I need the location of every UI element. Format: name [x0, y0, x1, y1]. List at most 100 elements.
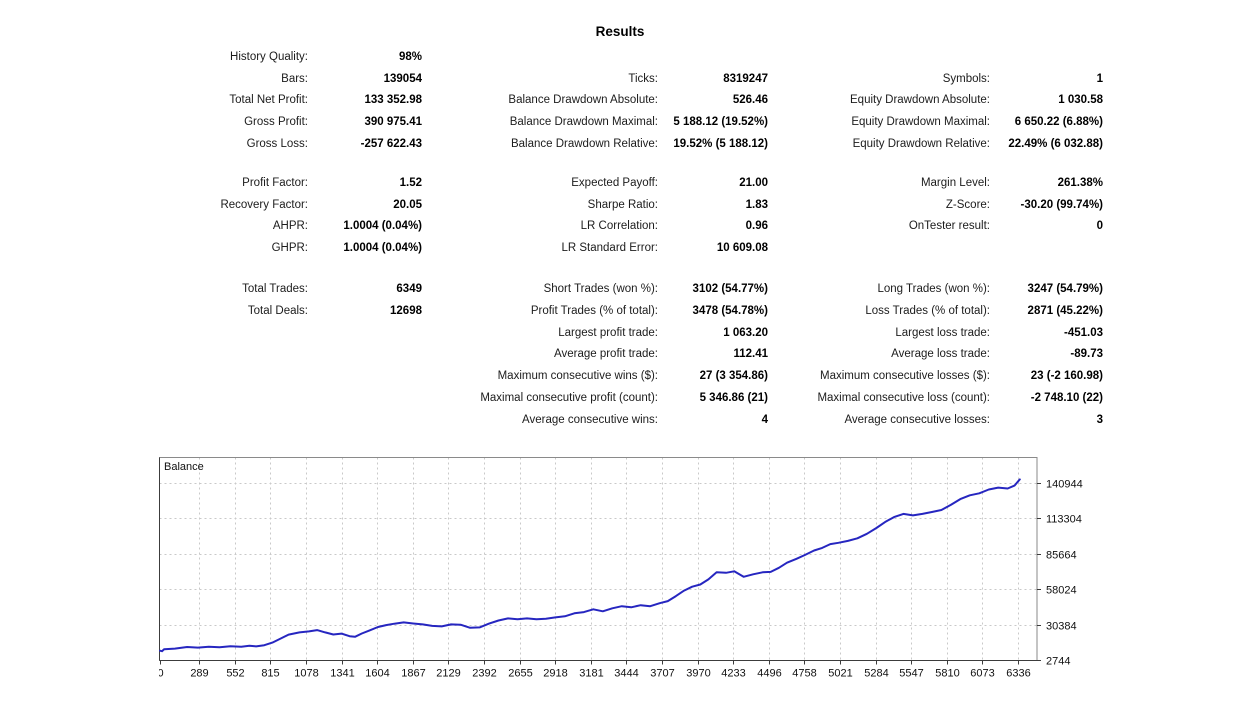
stat-label: Long Trades (won %): [877, 283, 990, 296]
stat-label: Symbols: [942, 72, 990, 85]
x-tick-label: 5021 [828, 668, 852, 680]
stat-label: Z-Score: [945, 198, 990, 211]
stat-value: 3102 (54.77%) [692, 283, 768, 296]
stat-row: Total Deals: 12698 Profit Trades (% of tot… [150, 300, 1103, 322]
stat-value: 133 352.98 [364, 94, 422, 107]
x-tick-label: 3181 [579, 668, 603, 680]
stat-value: 27 (3 354.86) [699, 370, 768, 383]
stat-label: Profit Factor: [242, 176, 308, 189]
stat-label: Balance Drawdown Relative: [510, 138, 658, 151]
stat-value: 98% [398, 50, 422, 63]
stat-label: Margin Level: [920, 176, 990, 189]
stat-value: 23 (-2 160.98) [1030, 370, 1103, 383]
balance-chart-container: 0 289 552 815 1078 1341 1604 1867 2129 2392 2655 29… [159, 457, 1119, 697]
stat-row: Gross Profit: 390 975.41 Balance Drawdown … [150, 111, 1103, 133]
stat-value: 6349 [396, 283, 422, 296]
stat-row: Bars: 139054 Ticks: 8319247 Symbols: 1 [150, 68, 1103, 90]
stat-label: Average consecutive wins: [522, 413, 658, 426]
stat-value: 12698 [390, 304, 422, 317]
stat-value: -257 622.43 [360, 138, 422, 151]
stat-value: 1.0004 (0.04%) [343, 242, 422, 255]
stat-row: AHPR: 1.0004 (0.04%) LR Correlation: 0.96 On… [150, 216, 1103, 238]
stat-label: Sharpe Ratio: [587, 198, 658, 211]
stat-value: -2 748.10 (22) [1030, 392, 1103, 405]
x-tick-label: 0 [159, 668, 164, 680]
stat-label: Loss Trades (% of total): [865, 304, 990, 317]
x-tick-label: 5284 [864, 668, 888, 680]
stat-value: 22.49% (6 032.88) [1008, 138, 1103, 151]
stat-row: Maximal consecutive profit (count): 5 346… [150, 387, 1103, 409]
stat-row: GHPR: 1.0004 (0.04%) LR Standard Error: 10 … [150, 237, 1103, 259]
stat-label: AHPR: [272, 220, 308, 233]
stat-label: OnTester result: [908, 220, 990, 233]
balance-chart: 0 289 552 815 1078 1341 1604 1867 2129 2392 2655 29… [159, 457, 1083, 680]
stat-label: Maximum consecutive losses ($): [820, 370, 990, 383]
x-tick-label: 815 [261, 668, 279, 680]
x-tick-label: 2392 [472, 668, 496, 680]
stat-label: LR Correlation: [580, 220, 658, 233]
y-tick-label: 113304 [1046, 514, 1082, 526]
stats-section: Total Trades: 6349 Short Trades (won %): 31… [150, 278, 1103, 431]
x-tick-label: 2918 [543, 668, 567, 680]
stat-value: -30.20 (99.74%) [1020, 198, 1103, 211]
stat-value: 21.00 [739, 176, 768, 189]
stat-value: 5 346.86 (21) [699, 392, 768, 405]
stat-value: 1.83 [745, 198, 768, 211]
stat-row: Gross Loss: -257 622.43 Balance Drawdown R… [150, 133, 1103, 155]
x-tick-label: 2655 [508, 668, 532, 680]
stat-label: Average consecutive losses: [844, 413, 990, 426]
stat-label: Ticks: [628, 72, 658, 85]
stat-label: History Quality: [230, 50, 308, 63]
stat-label: Largest loss trade: [895, 326, 990, 339]
stat-label: GHPR: [271, 242, 308, 255]
stat-row: Profit Factor: 1.52 Expected Payoff: 21.00 M… [150, 172, 1103, 194]
x-tick-label: 4758 [792, 668, 816, 680]
stat-value: 1.52 [399, 176, 422, 189]
stat-label: Largest profit trade: [558, 326, 658, 339]
stat-value: 5 188.12 (19.52%) [673, 116, 768, 129]
stat-label: Bars: [281, 72, 308, 85]
stat-value: 2871 (45.22%) [1027, 304, 1103, 317]
stat-value: 1 [1096, 72, 1103, 85]
chart-frame [159, 457, 1038, 661]
stat-label: Balance Drawdown Absolute: [508, 94, 658, 107]
stat-value: 19.52% (5 188.12) [673, 138, 768, 151]
stat-label: Total Trades: [242, 283, 308, 296]
stat-row: Total Trades: 6349 Short Trades (won %): 31… [150, 278, 1103, 300]
stat-value: 0.96 [745, 220, 768, 233]
x-tick-label: 1604 [365, 668, 389, 680]
stat-label: LR Standard Error: [561, 242, 658, 255]
stat-value: 139054 [383, 72, 422, 85]
stats-grid: History Quality: 98% Bars: 139054 Ticks: 8319… [150, 46, 1103, 431]
stat-label: Total Net Profit: [229, 94, 308, 107]
stat-label: Gross Loss: [246, 138, 308, 151]
stat-value: 390 975.41 [364, 116, 422, 129]
page-title: Results [595, 24, 645, 39]
x-tick-label: 6336 [1006, 668, 1030, 680]
stat-row: Total Net Profit: 133 352.98 Balance Drawd… [150, 90, 1103, 112]
x-tick-label: 5547 [899, 668, 923, 680]
x-tick-label: 289 [190, 668, 208, 680]
y-tick-label: 140944 [1046, 479, 1083, 491]
x-tick-label: 1341 [330, 668, 354, 680]
stat-value: 0 [1096, 220, 1103, 233]
stat-value: 4 [761, 413, 768, 426]
stat-row: Average profit trade: 112.41 Average loss … [150, 344, 1103, 366]
x-tick-label: 1078 [294, 668, 318, 680]
stat-label: Recovery Factor: [220, 198, 308, 211]
y-tick-label: 58024 [1046, 585, 1077, 597]
y-tick-label: 30384 [1046, 621, 1077, 633]
stat-value: 3478 (54.78%) [692, 304, 768, 317]
stat-row: Largest profit trade: 1 063.20 Largest los… [150, 322, 1103, 344]
stat-label: Maximal consecutive loss (count): [817, 392, 990, 405]
stat-value: -89.73 [1070, 348, 1103, 361]
stat-label: Maximal consecutive profit (count): [480, 392, 658, 405]
stat-label: Equity Drawdown Absolute: [850, 94, 990, 107]
stat-value: 8319247 [723, 72, 768, 85]
stat-value: 526.46 [732, 94, 768, 107]
stat-label: Expected Payoff: [571, 176, 658, 189]
stat-value: 112.41 [733, 348, 768, 361]
x-tick-label: 3707 [650, 668, 674, 680]
stat-label: Balance Drawdown Maximal: [509, 116, 658, 129]
